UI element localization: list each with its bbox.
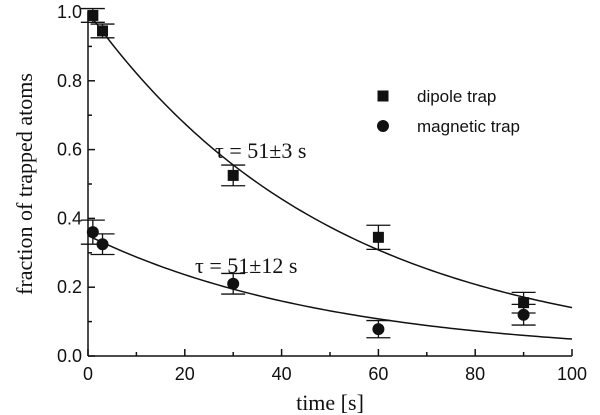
y-tick-label: 0.4	[57, 208, 82, 228]
legend-label: dipole trap	[417, 87, 496, 106]
x-tick-label: 80	[465, 364, 485, 384]
y-tick-label: 0.8	[57, 71, 82, 91]
data-point-square	[87, 9, 99, 21]
data-point-square	[518, 297, 530, 309]
data-point-circle	[96, 238, 109, 251]
x-tick-label: 100	[557, 364, 587, 384]
data-point-square	[372, 231, 384, 243]
legend-square-icon	[377, 90, 389, 102]
error-bars	[80, 7, 536, 339]
y-tick-label: 0.2	[57, 277, 82, 297]
data-point-circle	[372, 323, 385, 336]
legend-label: magnetic trap	[417, 117, 520, 136]
legend: dipole trap magnetic trap	[377, 87, 520, 136]
legend-circle-icon	[377, 120, 389, 132]
x-tick-label: 60	[368, 364, 388, 384]
data-point-square	[97, 25, 109, 37]
y-tick-label: 0.6	[57, 140, 82, 160]
annotations: τ = 51±3 s τ = 51±12 s	[195, 138, 306, 278]
data-point-square	[227, 169, 239, 181]
y-axis-title: fraction of trapped atoms	[12, 73, 37, 295]
tau-annotation: τ = 51±12 s	[195, 253, 297, 278]
data-point-circle	[86, 226, 99, 239]
x-tick-label: 40	[272, 364, 292, 384]
data-point-circle	[227, 277, 240, 290]
axes: 0 20 40 60 80 100 0.0 0.2 0.4 0.6 0.8 1.0	[57, 2, 587, 384]
y-tick-label: 0.0	[57, 346, 82, 366]
fit-curve	[87, 234, 573, 340]
data-point-circle	[517, 308, 530, 321]
tau-annotation: τ = 51±3 s	[215, 138, 306, 163]
x-tick-label: 20	[175, 364, 195, 384]
fit-curve	[87, 11, 573, 309]
x-axis-title: time [s]	[296, 390, 364, 415]
fit-curves	[87, 11, 573, 340]
y-tick-label: 1.0	[57, 2, 82, 22]
x-tick-label: 0	[83, 364, 93, 384]
data-markers	[86, 9, 530, 336]
